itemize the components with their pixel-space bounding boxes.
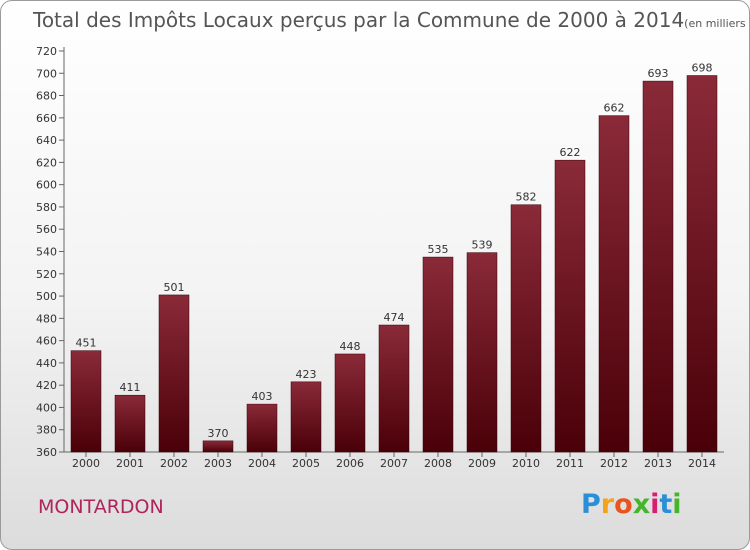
x-tick-label: 2011 [556,457,584,470]
y-tick-label: 420 [36,379,57,392]
bar-2001 [114,394,146,453]
bar-2000 [70,350,102,453]
y-tick-label: 600 [36,179,57,192]
x-tick-label: 2012 [600,457,628,470]
x-tick-label: 2007 [380,457,408,470]
y-tick-label: 360 [36,446,57,459]
logo-letter: x [632,489,651,520]
y-tick-label: 720 [36,45,57,58]
chart-unit-label: (en milliers d'€) [684,17,749,30]
x-tick-label: 2008 [424,457,452,470]
y-tick-label: 560 [36,223,57,236]
x-tick-label: 2005 [292,457,320,470]
logo-letter: o [614,489,633,520]
y-tick-label: 440 [36,357,57,370]
bar-2004 [246,403,278,453]
y-tick-label: 400 [36,401,57,414]
chart-title-text: Total des Impôts Locaux perçus par la Co… [33,8,685,32]
y-tick-label: 480 [36,312,57,325]
logo-letter: P [581,489,601,520]
x-tick-label: 2010 [512,457,540,470]
y-tick-label: 640 [36,134,57,147]
bar-2006 [334,353,366,453]
bar-2014 [686,75,718,453]
y-tick-label: 520 [36,268,57,281]
y-tick-label: 500 [36,290,57,303]
data-label-2003: 370 [208,427,229,440]
proxiti-logo: Proxiti [581,489,682,520]
data-label-2013: 693 [648,67,669,80]
x-tick-label: 2003 [204,457,232,470]
data-label-2011: 622 [560,146,581,159]
bar-2003 [202,440,234,453]
y-tick-label: 460 [36,335,57,348]
x-tick-label: 2006 [336,457,364,470]
y-tick-label: 380 [36,424,57,437]
data-label-2002: 501 [164,281,185,294]
commune-name: MONTARDON [38,496,164,518]
bar-2008 [422,256,454,453]
bar-2009 [466,252,498,453]
bar-2010 [510,204,542,453]
bar-2007 [378,324,410,453]
data-label-2009: 539 [472,239,493,252]
data-label-2006: 448 [340,340,361,353]
data-label-2000: 451 [76,337,97,350]
x-tick-label: 2014 [688,457,716,470]
logo-letter: i [650,489,660,520]
bar-2005 [290,381,322,453]
logo-letter: r [600,489,615,520]
data-label-2005: 423 [296,368,317,381]
x-tick-label: 2002 [160,457,188,470]
x-tick-label: 2000 [72,457,100,470]
y-tick-label: 660 [36,112,57,125]
bar-2012 [598,115,630,453]
data-label-2012: 662 [604,102,625,115]
data-label-2001: 411 [120,381,141,394]
logo-letter: t [659,489,673,520]
bar-2013 [642,80,674,453]
x-tick-label: 2013 [644,457,672,470]
y-tick-label: 680 [36,90,57,103]
chart-title: Total des Impôts Locaux perçus par la Co… [33,8,749,32]
data-label-2007: 474 [384,311,405,324]
data-label-2008: 535 [428,243,449,256]
logo-letter: i [672,489,682,520]
y-tick-label: 540 [36,246,57,259]
x-tick-label: 2009 [468,457,496,470]
data-label-2004: 403 [252,390,273,403]
data-label-2014: 698 [692,62,713,75]
y-tick-label: 700 [36,67,57,80]
y-tick-label: 580 [36,201,57,214]
y-tick-label: 620 [36,156,57,169]
data-label-2010: 582 [516,191,537,204]
bar-2011 [554,159,586,453]
x-tick-label: 2001 [116,457,144,470]
x-tick-label: 2004 [248,457,276,470]
bar-2002 [158,294,190,453]
